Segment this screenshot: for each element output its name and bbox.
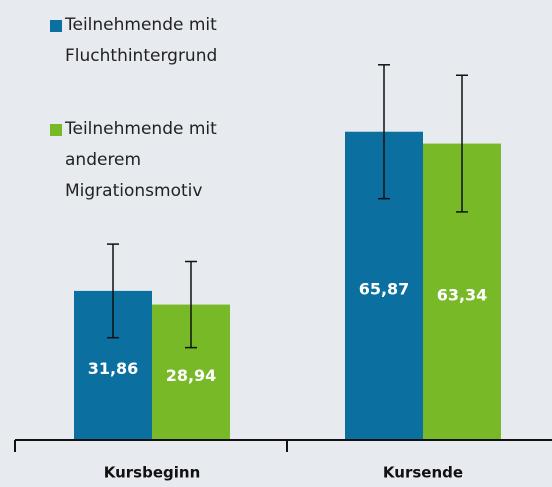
- x-tick-label: Kursende: [383, 464, 463, 482]
- error-bar: [378, 64, 390, 200]
- legend-item: Teilnehmende mit anderem Migrationsmotiv: [50, 116, 250, 207]
- data-label: 31,86: [88, 359, 139, 378]
- legend-item: Teilnehmende mit Fluchthintergrund: [50, 12, 250, 72]
- legend-swatch: [50, 20, 62, 32]
- data-label: 63,34: [437, 285, 488, 304]
- legend-label: Teilnehmende mit anderem Migrationsmotiv: [65, 119, 217, 201]
- legend-label: Teilnehmende mit Fluchthintergrund: [65, 15, 218, 66]
- x-tick-label: Kursbeginn: [104, 464, 201, 482]
- error-bar: [107, 243, 119, 339]
- legend-swatch: [50, 124, 62, 136]
- error-bar: [456, 74, 468, 213]
- data-label: 65,87: [359, 279, 410, 298]
- error-bar: [185, 260, 197, 349]
- data-label: 28,94: [166, 366, 217, 385]
